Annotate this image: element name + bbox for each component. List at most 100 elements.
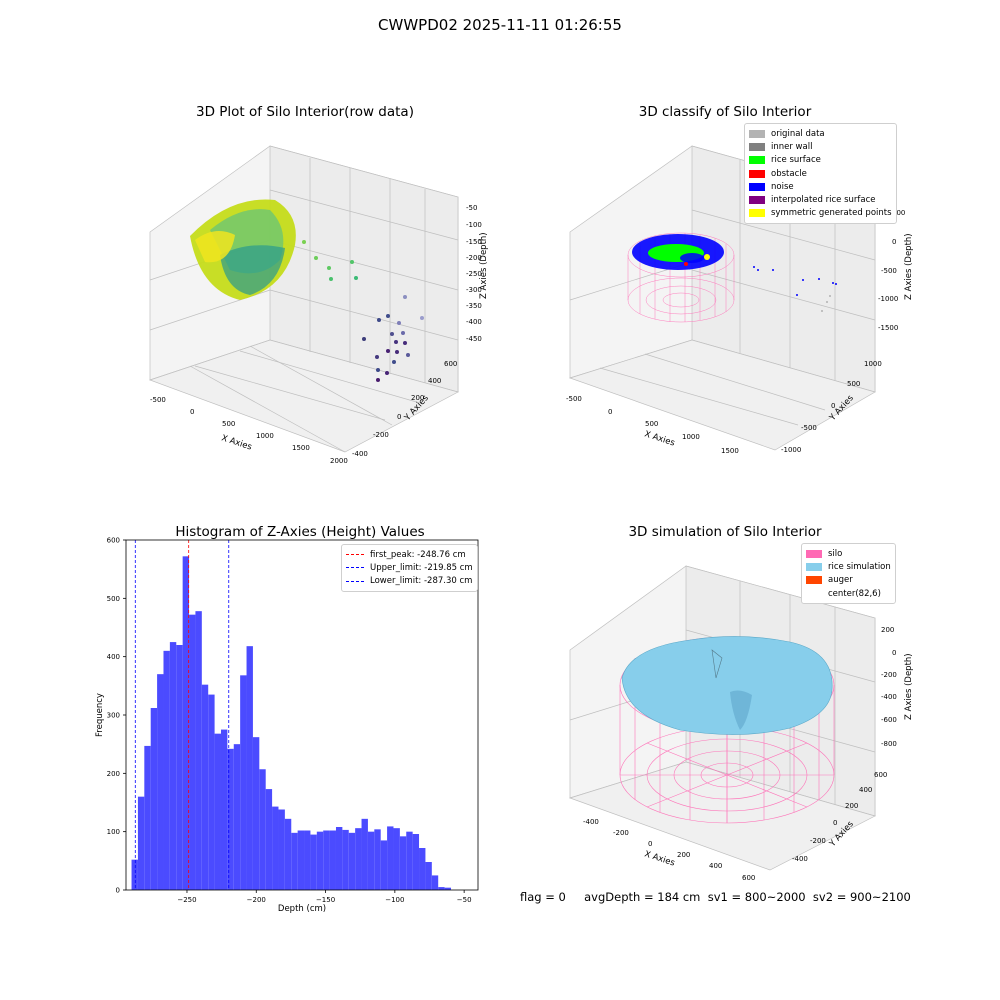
histogram-bar: [259, 769, 266, 890]
y-tick-label: 200: [107, 770, 120, 778]
legend-entry: silo: [806, 547, 891, 560]
legend-swatch: [749, 196, 765, 205]
legend-swatch: [806, 562, 822, 571]
panel2-xtick: 1500: [721, 447, 739, 455]
legend-line: [346, 580, 364, 582]
legend-label: symmetric generated points: [771, 208, 892, 219]
legend-line: [346, 554, 364, 556]
panel2-legend: original data inner wall rice surface ob…: [744, 123, 897, 225]
histogram-bar: [144, 745, 151, 890]
histogram-bar: [201, 684, 209, 890]
panel2-ztick: -1500: [878, 324, 898, 332]
status-readout: flag = 0 avgDepth = 184 cm sv1 = 800~200…: [520, 890, 911, 904]
panel2-ytick: -500: [801, 424, 817, 432]
legend-entry: inner wall: [749, 140, 892, 153]
panel1-zlabel: Z Axies (Depth): [479, 232, 489, 299]
x-tick-label: −100: [385, 896, 404, 904]
histogram-chart: −250 −200 −150 −100 −50 0100200300400500600 …: [95, 537, 479, 914]
histogram-bar: [431, 875, 439, 890]
histogram-bar: [150, 708, 158, 890]
panel1-ztick: -400: [466, 318, 482, 326]
panel4-ytick: 400: [859, 786, 872, 794]
panel4-ytick: 600: [874, 771, 887, 779]
panel2-ztick: -1000: [878, 295, 898, 303]
panel4-xtick: -400: [583, 818, 599, 826]
panel2-title: 3D classify of Silo Interior: [638, 104, 812, 120]
panel2-xtick: 0: [608, 408, 612, 416]
panel2-axes-box: [568, 145, 876, 451]
panel1-ztick: -450: [466, 335, 482, 343]
panel4-axes-box: [568, 565, 876, 871]
legend-swatch: [749, 209, 765, 218]
panel1-scatter-points: [302, 240, 424, 382]
panel2-xtick: 1000: [682, 433, 700, 441]
panel2-point-classes: [632, 234, 837, 312]
histogram-bar: [367, 831, 375, 890]
histogram-bar: [233, 744, 241, 890]
histogram-bar: [425, 862, 432, 890]
panel1-3d-plot: -500 0 500 1000 1500 2000 -400 -200 0 20…: [148, 145, 489, 465]
histogram-bar: [438, 887, 445, 890]
panel1-xtick: -500: [150, 396, 166, 404]
histogram-bar: [131, 859, 138, 890]
panel2-ztick: 0: [892, 238, 896, 246]
histogram-bar: [189, 614, 196, 890]
legend-line: [346, 567, 364, 569]
panel4-legend: silo rice simulation auger center(82,6): [801, 543, 896, 605]
x-tick-label: −50: [457, 896, 472, 904]
panel1-xtick: 500: [222, 420, 235, 428]
panel4-ztick: -600: [881, 716, 897, 724]
panel1-ztick: -250: [466, 270, 482, 278]
histogram-bar: [329, 830, 336, 890]
histogram-bar: [444, 887, 451, 890]
panel1-ytick: -400: [352, 450, 368, 458]
histogram-xticks: −250 −200 −150 −100 −50: [177, 890, 472, 904]
panel1-ztick: -200: [466, 254, 482, 262]
panel1-title: 3D Plot of Silo Interior(row data): [196, 104, 414, 120]
panel1-ytick: 200: [411, 394, 424, 402]
histogram-bars: [131, 556, 451, 890]
histogram-bar: [316, 831, 324, 890]
panel2-ztick: -500: [881, 267, 897, 275]
panel4-ztick: -400: [881, 693, 897, 701]
panel4-zlabel: Z Axies (Depth): [904, 653, 914, 720]
panel1-ztick: -100: [466, 221, 482, 229]
panel2-xtick: 500: [645, 420, 658, 428]
legend-swatch: [749, 142, 765, 151]
panel1-ztick: -350: [466, 302, 482, 310]
histogram-bar: [137, 796, 145, 890]
histogram-reference-lines: [134, 540, 230, 890]
panel1-xlabel: X Axies: [220, 433, 253, 452]
legend-entry: Upper_limit: -219.85 cm: [346, 561, 473, 574]
legend-label: first_peak: -248.76 cm: [370, 549, 466, 560]
panel2-ztick: 500: [892, 209, 905, 217]
panel1-point-cloud: [190, 199, 296, 300]
legend-label: interpolated rice surface: [771, 195, 876, 206]
histogram-bar: [227, 748, 234, 890]
panel4-ztick: -200: [881, 671, 897, 679]
panel4-ztick: 200: [881, 626, 894, 634]
legend-swatch: [806, 549, 822, 558]
histogram-ylabel: Frequency: [95, 693, 105, 737]
legend-swatch: [749, 169, 765, 178]
legend-label: original data: [771, 128, 825, 139]
legend-label: obstacle: [771, 168, 807, 179]
histogram-bar: [208, 694, 215, 890]
panel4-3d-plot: -400 -200 0 200 400 600 -400 -200 0 200 …: [568, 565, 914, 882]
legend-entry: auger: [806, 574, 891, 587]
y-tick-label: 400: [107, 653, 120, 661]
panel2-3d-plot: -500 0 500 1000 1500 -1000 -500 0 500 10…: [566, 145, 914, 455]
panel4-ytick: 200: [845, 802, 858, 810]
panel4-rice-surface: [621, 636, 833, 735]
panel2-zlabel: Z Axies (Depth): [904, 233, 914, 300]
histogram-bar: [176, 645, 183, 890]
histogram-bar: [342, 829, 349, 890]
panel4-xlabel: X Axies: [643, 849, 676, 868]
legend-entry: symmetric generated points: [749, 207, 892, 220]
histogram-bar: [374, 829, 381, 890]
histogram-bar: [361, 818, 368, 890]
legend-entry: rice surface: [749, 154, 892, 167]
legend-entry: first_peak: -248.76 cm: [346, 548, 473, 561]
legend-swatch: [806, 590, 822, 598]
histogram-bar: [310, 834, 317, 890]
